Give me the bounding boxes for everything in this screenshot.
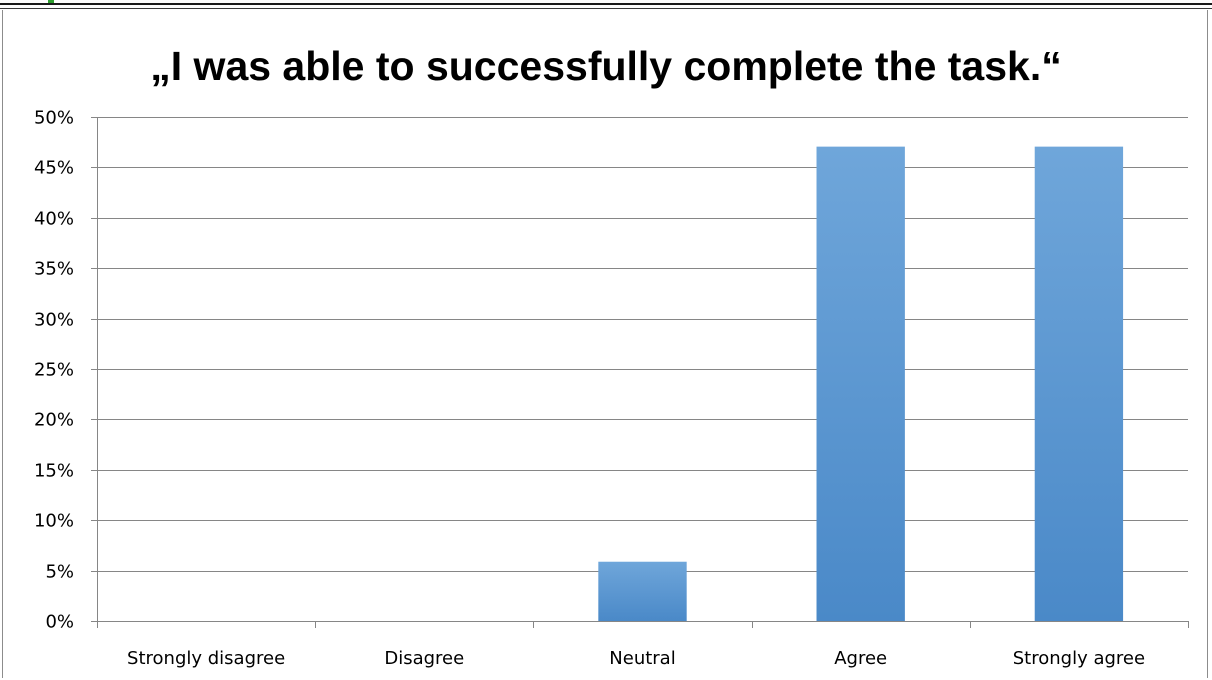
y-tick-label: 30% — [34, 310, 74, 331]
x-tick-label: Agree — [834, 648, 887, 669]
x-tick-label: Strongly agree — [1013, 648, 1145, 669]
y-tick-label: 50% — [34, 108, 74, 129]
bar-strongly-agree — [1034, 146, 1124, 621]
chart-border — [2, 10, 1208, 678]
x-tick-label: Disagree — [384, 648, 464, 669]
y-tick-label: 20% — [34, 410, 74, 431]
y-tick-label: 35% — [34, 259, 74, 280]
chart-title: „I was able to successfully complete the… — [150, 43, 1062, 89]
y-tick-label: 5% — [45, 562, 74, 583]
bar-agree — [816, 146, 905, 621]
x-tick-label: Neutral — [609, 648, 675, 669]
y-tick-label: 10% — [34, 511, 74, 532]
y-tick-label: 40% — [34, 209, 74, 230]
y-tick-label: 15% — [34, 461, 74, 482]
top-rule — [0, 3, 1212, 5]
y-tick-label: 25% — [34, 360, 74, 381]
y-tick-label: 45% — [34, 158, 74, 179]
top-rule-secondary — [0, 8, 1212, 9]
bar-neutral — [598, 561, 687, 621]
y-tick-label: 0% — [45, 612, 74, 633]
x-tick-label: Strongly disagree — [127, 648, 285, 669]
accent-mark — [48, 0, 54, 3]
